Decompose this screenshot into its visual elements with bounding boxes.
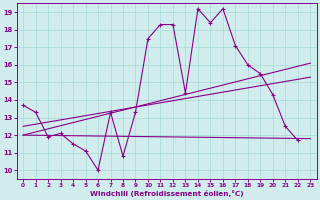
X-axis label: Windchill (Refroidissement éolien,°C): Windchill (Refroidissement éolien,°C) xyxy=(90,190,244,197)
